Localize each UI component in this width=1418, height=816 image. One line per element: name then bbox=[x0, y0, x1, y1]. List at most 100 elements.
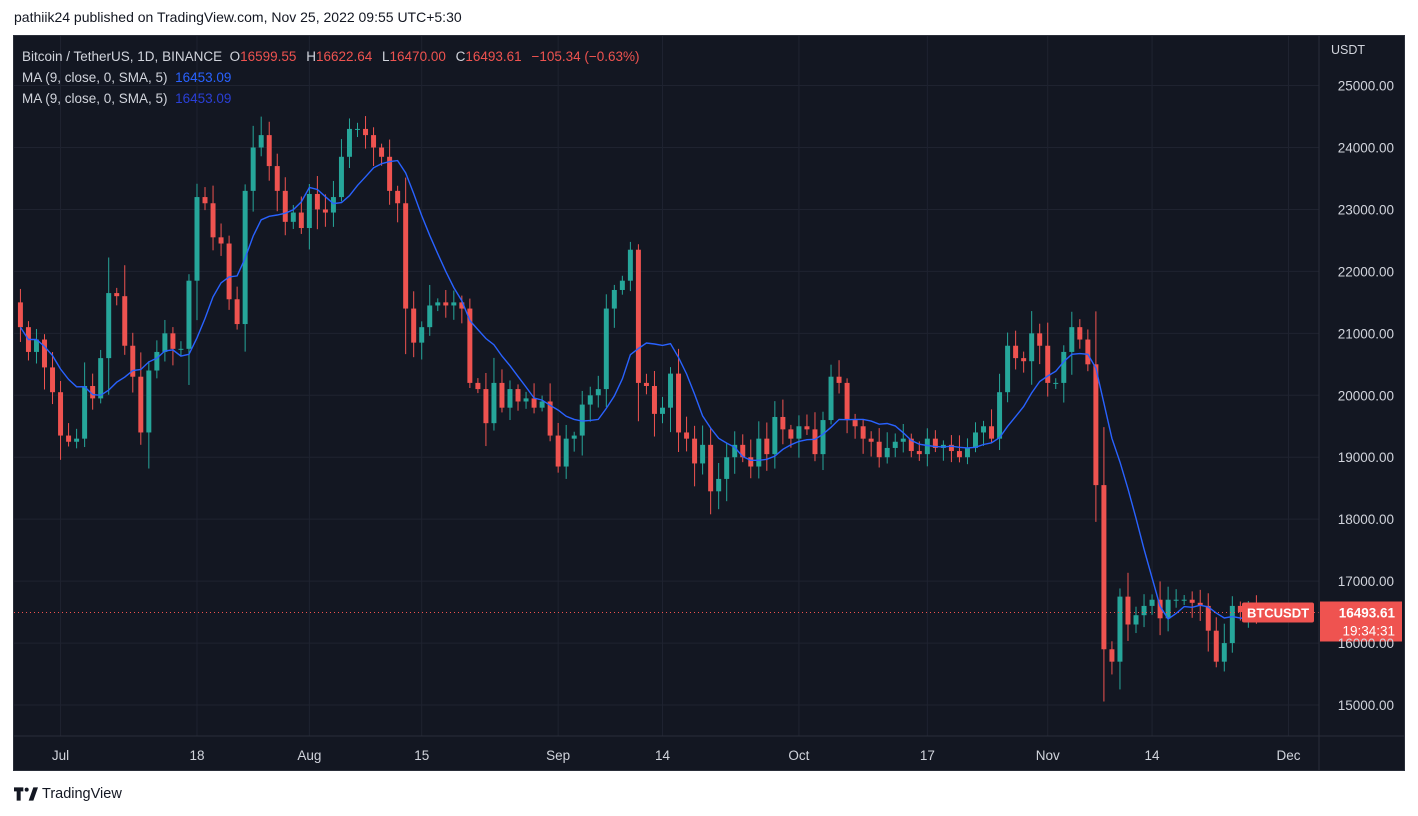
x-tick-label: 14 bbox=[655, 748, 671, 763]
candle-body bbox=[700, 444, 706, 464]
candle-body bbox=[306, 193, 312, 229]
candle-body bbox=[1117, 596, 1123, 662]
candle-body bbox=[571, 435, 577, 439]
candle-body bbox=[42, 339, 47, 368]
candle-body bbox=[908, 438, 914, 452]
candle-body bbox=[595, 389, 601, 396]
candle-body bbox=[956, 451, 962, 458]
ma2-label: MA (9, close, 0, SMA, 5) bbox=[22, 91, 168, 106]
candle-body bbox=[387, 156, 393, 191]
candle-body bbox=[266, 135, 272, 167]
candle-body bbox=[411, 308, 417, 343]
candle-body bbox=[1029, 333, 1035, 362]
candle-body bbox=[74, 438, 80, 442]
candle-body bbox=[635, 249, 641, 383]
candle-body bbox=[162, 333, 168, 352]
tradingview-logo-icon bbox=[14, 787, 38, 801]
x-tick-label: 17 bbox=[920, 748, 935, 763]
candlestick-chart[interactable]: BTCUSDT 16493.61 19:34:31 25000.00 24000.00… bbox=[14, 36, 1404, 770]
y-tick-label: 18000.00 bbox=[1338, 512, 1394, 527]
candle-body bbox=[932, 438, 938, 448]
ma1-value: 16453.09 bbox=[175, 70, 232, 85]
x-tick-label: Jul bbox=[52, 748, 69, 763]
ma-layer bbox=[19, 159, 1257, 622]
candle-body bbox=[178, 348, 184, 350]
candle-body bbox=[619, 280, 625, 290]
candle-body bbox=[892, 441, 898, 448]
candle-body bbox=[651, 386, 657, 414]
candle-body bbox=[772, 416, 778, 455]
x-tick-label: Sep bbox=[546, 748, 570, 763]
publisher-line: pathiik24 published on TradingView.com, … bbox=[14, 9, 462, 25]
candle-body bbox=[499, 382, 505, 408]
ma1-row[interactable]: MA (9, close, 0, SMA, 5) 16453.09 bbox=[22, 67, 646, 88]
candle-body bbox=[836, 376, 842, 383]
candle-body bbox=[33, 339, 39, 352]
candle-body bbox=[916, 451, 922, 455]
candle-body bbox=[274, 166, 280, 191]
candle-body bbox=[50, 367, 56, 393]
candle-body bbox=[483, 389, 489, 424]
high-value: 16622.64 bbox=[315, 49, 373, 64]
candle-body bbox=[170, 333, 176, 349]
candle-body bbox=[515, 389, 521, 402]
x-tick-label: Nov bbox=[1036, 748, 1060, 763]
low-value: 16470.00 bbox=[389, 49, 446, 64]
candle-body bbox=[964, 447, 970, 458]
candle-body bbox=[330, 197, 336, 213]
candle-body bbox=[716, 478, 722, 492]
candle-body bbox=[924, 438, 930, 455]
candle-body bbox=[659, 407, 665, 414]
candle-body bbox=[1125, 596, 1131, 625]
candle-body bbox=[371, 135, 377, 148]
candle-body bbox=[194, 197, 200, 281]
ma2-row[interactable]: MA (9, close, 0, SMA, 5) 16453.09 bbox=[22, 88, 646, 109]
candle-body bbox=[563, 438, 569, 467]
candle-body bbox=[210, 203, 216, 238]
candle-body bbox=[258, 135, 264, 148]
candle-body bbox=[676, 373, 682, 433]
candle-body bbox=[748, 457, 754, 467]
candle-body bbox=[981, 426, 987, 433]
footer-brand[interactable]: TradingView bbox=[42, 786, 122, 802]
candle-body bbox=[860, 426, 866, 439]
candle-body bbox=[138, 376, 144, 433]
candle-body bbox=[154, 351, 160, 371]
candle-body bbox=[346, 128, 352, 157]
candle-body bbox=[740, 444, 746, 458]
candle-body bbox=[186, 280, 192, 349]
candle-body bbox=[627, 249, 633, 281]
candle-body bbox=[1173, 599, 1179, 601]
moving-average-line bbox=[19, 159, 1257, 622]
candle-body bbox=[684, 432, 690, 439]
candle-body bbox=[708, 444, 714, 492]
y-tick-label: 20000.00 bbox=[1338, 388, 1394, 403]
open-value: 16599.55 bbox=[240, 49, 297, 64]
candle-body bbox=[322, 209, 328, 213]
x-tick-label: 18 bbox=[189, 748, 204, 763]
x-tick-label: 14 bbox=[1145, 748, 1161, 763]
price-line-layer: BTCUSDT 16493.61 19:34:31 bbox=[14, 601, 1402, 642]
candle-body bbox=[1181, 599, 1187, 601]
symbol-label: Bitcoin / TetherUS, 1D, BINANCE bbox=[22, 49, 223, 64]
y-tick-label: 24000.00 bbox=[1338, 141, 1394, 156]
candle-body bbox=[796, 426, 802, 439]
candle-body bbox=[668, 373, 674, 408]
candle-body bbox=[1149, 599, 1155, 606]
candle-body bbox=[338, 156, 344, 198]
candle-body bbox=[1165, 599, 1171, 619]
candle-body bbox=[234, 299, 240, 325]
candle-body bbox=[643, 382, 649, 386]
candle-body bbox=[587, 395, 593, 405]
candle-body bbox=[1085, 339, 1091, 365]
chart-frame[interactable]: BTCUSDT 16493.61 19:34:31 25000.00 24000.00… bbox=[13, 35, 1405, 771]
candle-body bbox=[876, 441, 882, 458]
ma2-value: 16453.09 bbox=[175, 91, 232, 106]
candle-body bbox=[868, 438, 874, 442]
candle-body bbox=[547, 401, 553, 436]
x-tick-label: 15 bbox=[414, 748, 429, 763]
price-axis-label bbox=[1320, 601, 1402, 642]
candle-body bbox=[1141, 605, 1147, 616]
candle-body bbox=[732, 444, 738, 458]
candle-body bbox=[756, 438, 762, 467]
